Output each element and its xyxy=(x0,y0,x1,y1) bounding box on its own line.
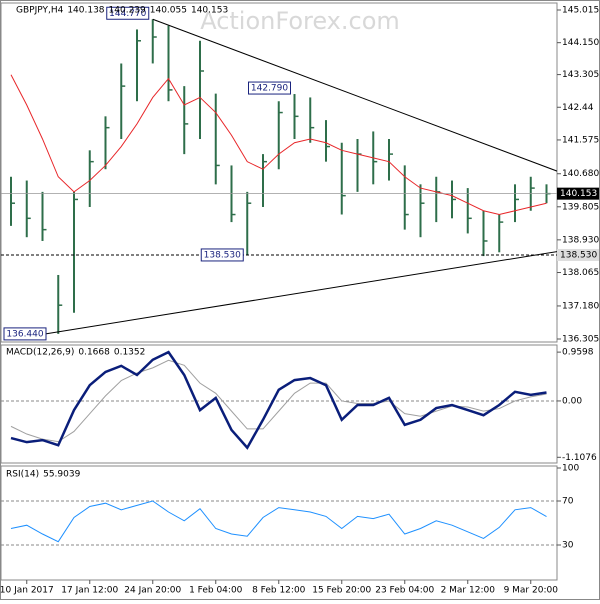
header-value: 140.138 xyxy=(67,6,104,16)
y-tick-label: 141.575 xyxy=(562,135,599,145)
x-tick-label: 15 Feb 20:00 xyxy=(312,586,371,596)
y-tick-label: 138.930 xyxy=(562,235,599,245)
price-tag-label: 140.153 xyxy=(560,189,597,199)
header-value: 140.153 xyxy=(191,6,228,16)
x-tick-label: 10 Jan 2017 xyxy=(0,586,54,596)
trendline xyxy=(45,251,557,335)
y-tick-label: 138.065 xyxy=(562,268,599,278)
header-value: 0.1668 xyxy=(78,348,110,358)
header-value: 55.9039 xyxy=(43,470,80,480)
support-tag xyxy=(557,248,599,261)
plot-area xyxy=(1,18,557,335)
price-tag xyxy=(557,187,599,200)
panel-title: GBPJPY,H4 xyxy=(16,6,64,16)
macd-line xyxy=(10,350,547,450)
header-value: 0.1352 xyxy=(114,348,146,358)
annotation-label: 144.770 xyxy=(109,9,146,19)
y-tick-label: 70 xyxy=(562,497,574,507)
panel-frame xyxy=(0,344,558,464)
x-tick-label: 2 Mar 12:00 xyxy=(441,586,496,596)
y-tick-label: 100 xyxy=(562,464,579,474)
y-tick-label: 144.150 xyxy=(562,38,599,48)
x-tick-label: 17 Jan 12:00 xyxy=(61,586,118,596)
x-tick-label: 23 Feb 04:00 xyxy=(375,586,434,596)
annotation-box xyxy=(200,248,244,262)
x-tick-label: 24 Jan 20:00 xyxy=(124,586,181,596)
plot-area xyxy=(1,500,557,546)
header-value: 140.239 xyxy=(109,6,146,16)
annotation-label: 136.440 xyxy=(6,329,43,339)
y-tick-label: 140.680 xyxy=(562,169,599,179)
y-tick-label: -1.1076 xyxy=(562,453,597,463)
header-value: 140.055 xyxy=(150,6,187,16)
trendline xyxy=(152,18,557,172)
plot-area xyxy=(1,350,557,450)
y-tick-label: 142.44 xyxy=(562,103,594,113)
y-tick-label: 143.305 xyxy=(562,70,599,80)
y-tick-label: 30 xyxy=(562,541,574,551)
x-tick-label: 9 Mar 20:00 xyxy=(504,586,559,596)
rsi-line xyxy=(10,500,547,543)
annotation-box xyxy=(248,81,291,95)
x-tick-label: 8 Feb 12:00 xyxy=(252,586,306,596)
panel-frame xyxy=(0,2,558,343)
y-tick-label: 137.180 xyxy=(562,301,599,311)
panel-title: RSI(14) xyxy=(6,470,39,480)
y-tick-label: 136.305 xyxy=(562,335,599,345)
annotation-box xyxy=(106,6,150,20)
annotation-box xyxy=(3,327,47,341)
annotation-label: 142.790 xyxy=(251,84,288,94)
watermark: ActionForex.com xyxy=(200,7,400,35)
y-tick-label: 0.00 xyxy=(562,396,582,406)
y-tick-label: 139.805 xyxy=(562,202,599,212)
y-tick-label: 0.9598 xyxy=(562,348,594,358)
x-tick-label: 1 Feb 04:00 xyxy=(189,586,243,596)
support-tag-label: 138.530 xyxy=(560,250,597,260)
annotation-label: 138.530 xyxy=(204,250,241,260)
panel-title: MACD(12,26,9) xyxy=(6,348,74,358)
moving-average xyxy=(10,74,547,216)
y-tick-label: 145.015 xyxy=(562,6,599,16)
